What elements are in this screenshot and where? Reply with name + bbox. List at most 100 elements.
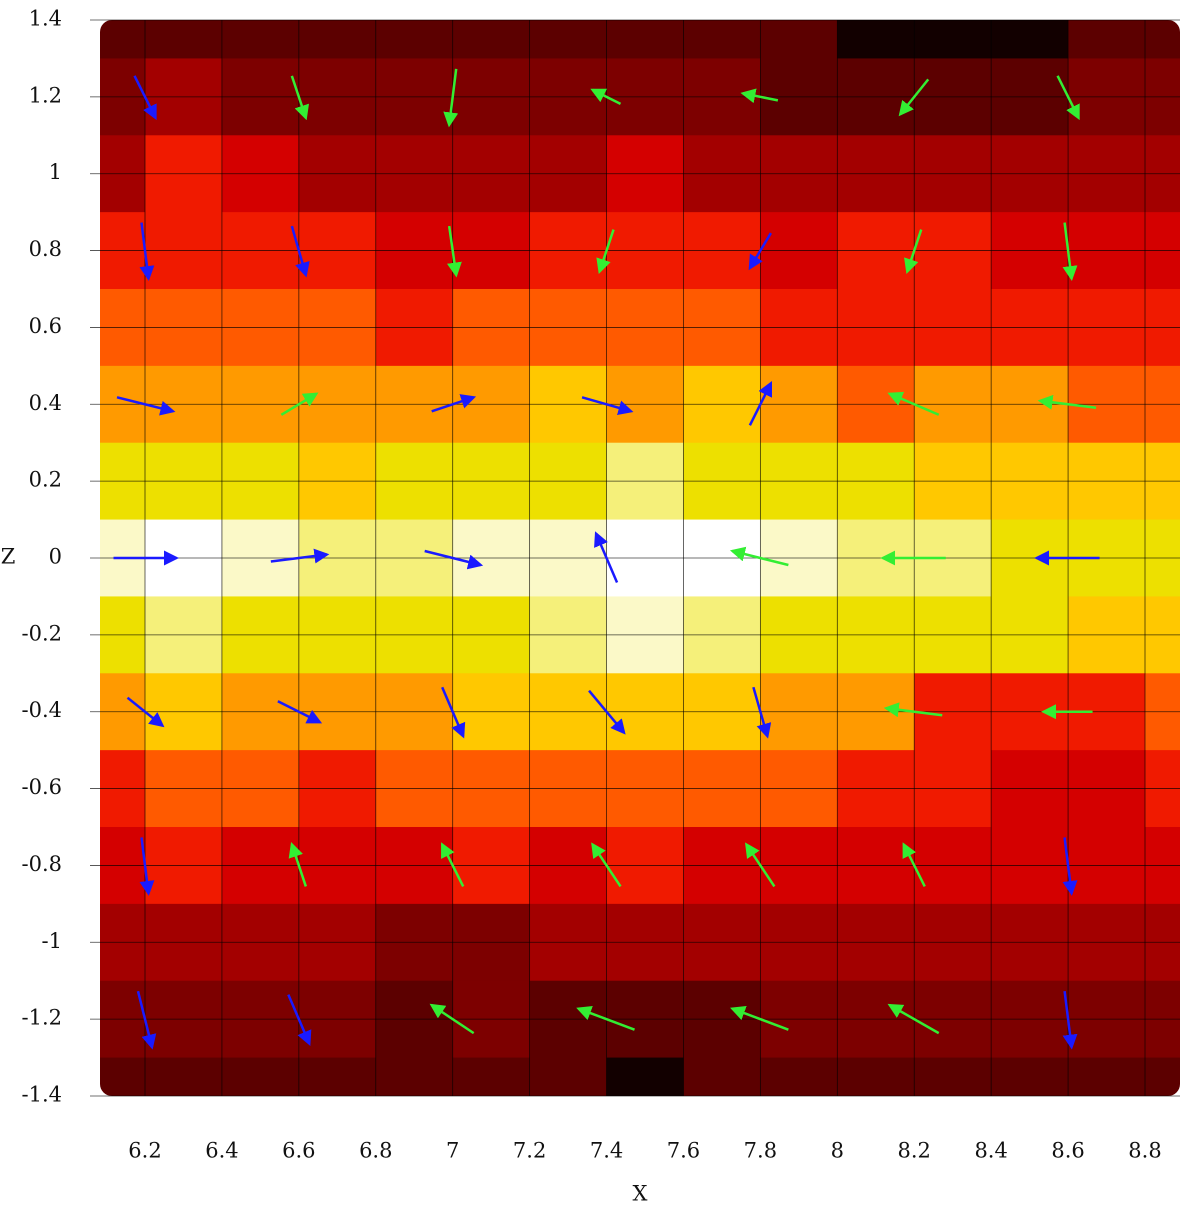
x-tick-label: 8.8 — [1128, 1139, 1161, 1163]
vector-arrow — [116, 396, 176, 416]
x-axis-label: X — [633, 1182, 648, 1206]
vector-arrow — [887, 1003, 940, 1035]
field-cell — [298, 20, 377, 60]
field-cell — [452, 1057, 531, 1096]
x-tick-label: 7.2 — [513, 1139, 546, 1163]
field-cell — [606, 1057, 685, 1096]
field-cell — [991, 20, 1069, 60]
vector-arrow — [280, 392, 319, 416]
y-tick-label: 0.4 — [29, 391, 62, 415]
y-tick-label: 1 — [49, 160, 62, 184]
vector-arrow — [139, 837, 155, 896]
vector-arrow — [1056, 75, 1080, 121]
y-tick-label: -1.2 — [22, 1006, 63, 1030]
vector-arrow — [588, 689, 626, 735]
x-tick-label: 7 — [446, 1139, 459, 1163]
y-axis-label: Z — [1, 545, 16, 569]
x-tick-label: 6.4 — [205, 1139, 238, 1163]
vector-arrow — [748, 381, 773, 426]
vector-arrow — [729, 546, 789, 567]
x-tick-label: 8.2 — [898, 1139, 931, 1163]
field-cell — [760, 1057, 838, 1096]
x-tick-label: 7.6 — [667, 1139, 700, 1163]
y-tick-label: -1.4 — [22, 1083, 63, 1107]
field-cell — [145, 20, 223, 60]
field-cell — [837, 1057, 915, 1096]
y-tick-label: 0 — [49, 545, 62, 569]
y-tick-label: -0.8 — [22, 852, 63, 876]
vector-arrow — [287, 994, 312, 1046]
x-tick-label: 6.8 — [359, 1139, 392, 1163]
vector-arrow — [887, 391, 940, 416]
contour-field — [100, 20, 1180, 1096]
y-tick-label: 1.2 — [29, 83, 62, 107]
vector-arrow — [1062, 990, 1078, 1050]
y-tick-label: -1 — [42, 929, 62, 953]
vector-arrow — [441, 686, 466, 739]
vector-arrow — [744, 842, 776, 888]
y-tick-label: 0.8 — [29, 237, 62, 261]
vector-arrow — [290, 75, 310, 121]
vector-arrow — [904, 229, 923, 274]
vector-arrow — [126, 696, 165, 728]
vector-arrow — [898, 78, 930, 117]
field-cell — [452, 20, 531, 60]
field-cell — [375, 1057, 454, 1096]
vector-arrow — [446, 225, 462, 278]
x-tick-label: 8.6 — [1051, 1139, 1084, 1163]
field-cell — [1068, 1057, 1146, 1096]
vector-arrow — [590, 88, 622, 105]
vector-arrow — [429, 1003, 475, 1035]
field-cell — [914, 20, 992, 60]
field-cell — [529, 1057, 608, 1096]
vector-arrow — [730, 1006, 789, 1031]
field-cell — [145, 1057, 223, 1096]
y-tick-label: -0.6 — [22, 775, 63, 799]
field-cell — [100, 1057, 146, 1096]
field-cell — [100, 20, 146, 60]
vector-arrow — [1062, 837, 1078, 896]
vector-arrow — [277, 700, 323, 724]
vector-arrow — [441, 842, 465, 887]
vector-arrow — [596, 229, 615, 274]
vector-field — [113, 68, 1100, 1050]
field-cell — [298, 1057, 377, 1096]
vector-arrow — [581, 396, 634, 416]
field-cell — [760, 20, 838, 60]
x-tick-label: 6.2 — [128, 1139, 161, 1163]
vector-arrow — [443, 68, 459, 128]
vector-arrow — [1037, 394, 1097, 410]
x-tick-label: 6.6 — [282, 1139, 315, 1163]
vector-arrow — [740, 88, 779, 104]
field-cell — [914, 1057, 992, 1096]
vector-arrow — [133, 75, 157, 121]
y-tick-label: 1.4 — [29, 7, 62, 31]
field-cell — [1145, 1057, 1180, 1096]
axis-labels: 6.2 6.4 6.6 6.8 7 7.2 7.4 7.6 7.8 8 8.2 8.4 8.6 8.8 1.… — [22, 7, 1162, 1163]
vector-arrow — [576, 1006, 635, 1031]
field-cell — [683, 20, 761, 60]
field-cell — [606, 20, 685, 60]
field-cell — [375, 20, 454, 60]
vector-arrow — [270, 548, 330, 564]
field-cell — [1068, 20, 1146, 60]
field-cell — [683, 1057, 761, 1096]
field-cell — [837, 20, 915, 60]
vector-arrow — [424, 549, 484, 570]
x-tick-label: 7.8 — [744, 1139, 777, 1163]
x-tick-label: 8 — [831, 1139, 844, 1163]
vector-arrow — [431, 394, 477, 413]
y-tick-label: -0.2 — [22, 621, 63, 645]
vector-arrow — [288, 842, 308, 887]
vector-arrow — [594, 531, 619, 583]
vector-arrow — [748, 232, 772, 271]
vector-arrow — [290, 225, 310, 278]
vector-arrow — [136, 990, 157, 1050]
vector-arrow — [591, 842, 622, 888]
field-cell — [1145, 20, 1180, 60]
x-tick-label: 7.4 — [590, 1139, 623, 1163]
field-cell — [221, 20, 300, 60]
field-cell — [221, 1057, 300, 1096]
vector-arrow — [883, 702, 943, 718]
